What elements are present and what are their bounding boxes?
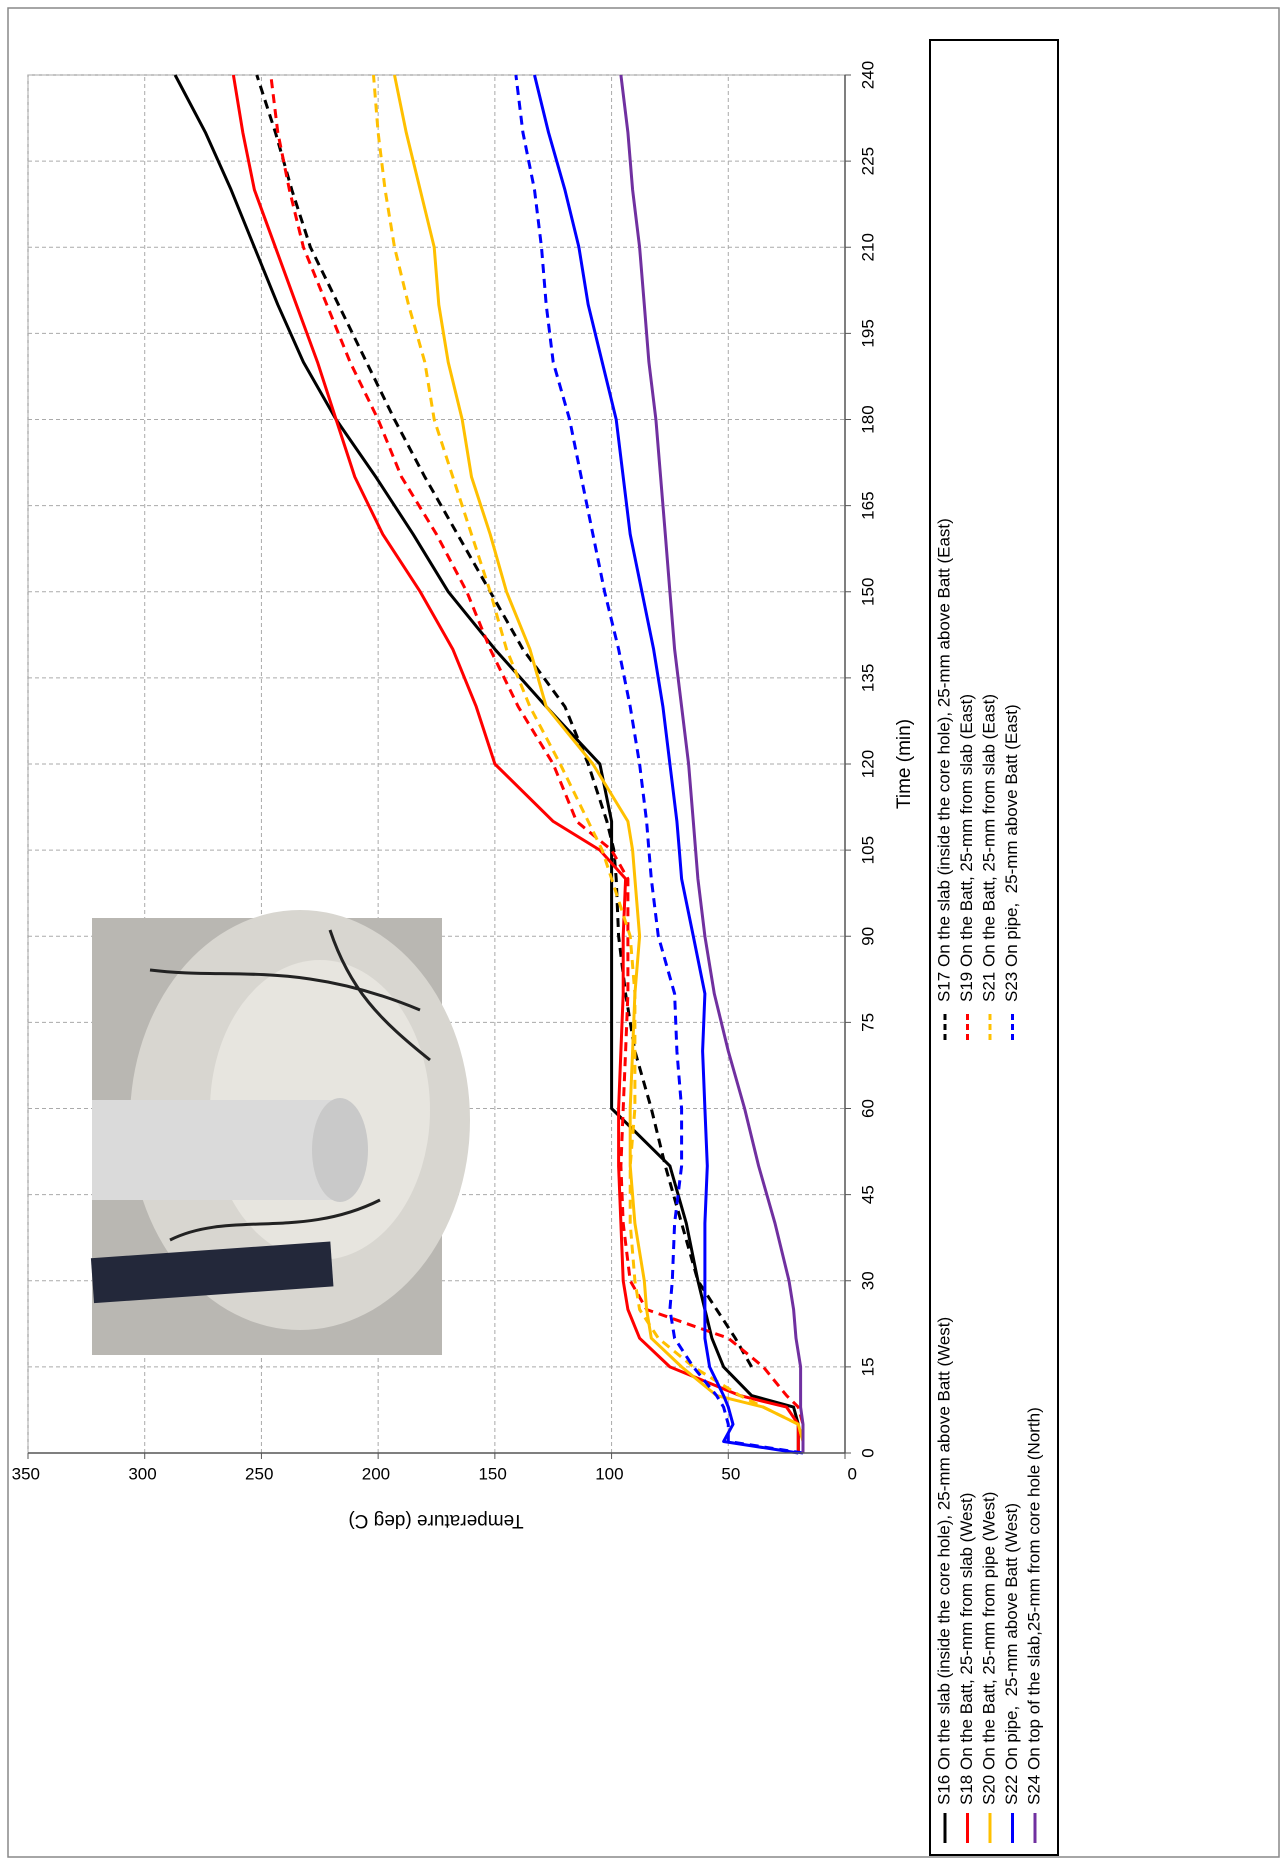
x-tick-label: 75 (858, 1013, 877, 1032)
x-tick-label: 60 (858, 1099, 877, 1118)
x-tick-label: 195 (858, 319, 877, 347)
page: {"chart_data": { "type": "line", "x_labe… (0, 0, 1287, 1865)
chart: Time (min) Temperature (deg C) 050100150… (0, 0, 1287, 1865)
y-tick-label: 100 (595, 1464, 623, 1483)
x-tick-label: 210 (858, 233, 877, 261)
x-tick-label: 105 (858, 836, 877, 864)
photo-inset (91, 910, 470, 1355)
x-tick-label: 240 (858, 61, 877, 89)
x-tick-label: 165 (858, 491, 877, 519)
y-tick-label: 50 (721, 1464, 740, 1483)
y-axis-title: Temperature (deg C) (348, 1510, 523, 1531)
y-tick-label: 0 (848, 1464, 857, 1483)
x-tick-label: 150 (858, 578, 877, 606)
legend-label: S17 On the slab (inside the core hole), … (934, 518, 953, 1002)
legend-label: S22 On pipe, 25-mm above Batt (West) (1002, 1503, 1021, 1805)
legend-label: S24 On top of the slab,25-mm from core h… (1024, 1407, 1043, 1805)
legend-label: S23 On pipe, 25-mm above Batt (East) (1002, 704, 1021, 1002)
x-tick-label: 120 (858, 750, 877, 778)
x-tick-label: 90 (858, 927, 877, 946)
legend-label: S18 On the Batt, 25-mm from slab (West) (957, 1493, 976, 1805)
legend-label: S16 On the slab (inside the core hole), … (934, 1317, 953, 1805)
y-tick-label: 150 (478, 1464, 506, 1483)
photo-pipe-end (312, 1098, 368, 1202)
y-tick-label: 350 (12, 1464, 40, 1483)
photo-pipe (92, 1100, 342, 1200)
x-tick-label: 225 (858, 147, 877, 175)
x-tick-label: 0 (858, 1448, 877, 1457)
legend-label: S21 On the Batt, 25-mm from slab (East) (979, 694, 998, 1002)
y-tick-label: 300 (128, 1464, 156, 1483)
y-tick-label: 200 (362, 1464, 390, 1483)
y-tick-label: 250 (245, 1464, 273, 1483)
legend-label: S20 On the Batt, 25-mm from pipe (West) (979, 1492, 998, 1805)
x-tick-label: 15 (858, 1357, 877, 1376)
x-axis-title: Time (min) (894, 719, 915, 809)
x-tick-label: 180 (858, 405, 877, 433)
legend-label: S19 On the Batt, 25-mm from slab (East) (957, 694, 976, 1002)
x-tick-label: 45 (858, 1185, 877, 1204)
x-tick-label: 30 (858, 1271, 877, 1290)
x-tick-label: 135 (858, 664, 877, 692)
